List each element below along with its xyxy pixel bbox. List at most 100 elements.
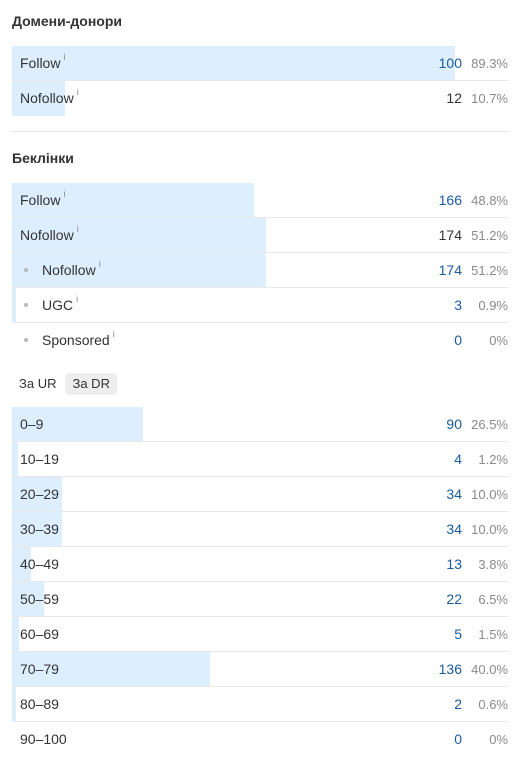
row-percent: 1.2%: [478, 452, 508, 467]
row-percent: 40.0%: [471, 662, 508, 677]
row-count-link[interactable]: 12: [446, 90, 462, 106]
row-label: Sponsored i: [42, 323, 115, 358]
row-label-text: 10–19: [20, 451, 59, 467]
row-count-link[interactable]: 34: [446, 486, 462, 502]
table-row[interactable]: 20–29 34 10.0%: [12, 477, 508, 512]
row-label: Nofollow i: [20, 81, 79, 116]
row-label-text: 80–89: [20, 696, 59, 712]
row-count-link[interactable]: 2: [454, 696, 462, 712]
row-percent: 10.7%: [471, 91, 508, 106]
row-count-link[interactable]: 5: [454, 626, 462, 642]
table-row[interactable]: 80–89 2 0.6%: [12, 687, 508, 722]
table-row[interactable]: Follow i 100 89.3%: [12, 46, 508, 81]
table-row[interactable]: 90–100 0 0%: [12, 722, 508, 757]
row-count-link[interactable]: 100: [438, 55, 462, 71]
row-label-text: 0–9: [20, 416, 44, 432]
referring-domains-title: Домени-донори: [12, 13, 122, 29]
table-row[interactable]: 0–9 90 26.5%: [12, 407, 508, 442]
table-row[interactable]: 70–79 136 40.0%: [12, 652, 508, 687]
rating-distribution-table: 0–9 90 26.5% 10–19 4 1.2% 20–29 34 10.0% 30–39 34 1…: [12, 407, 508, 757]
bullet-icon: [24, 303, 28, 307]
row-label-text: Follow: [20, 192, 61, 208]
table-row[interactable]: 40–49 13 3.8%: [12, 547, 508, 582]
row-label: Nofollow i: [42, 253, 101, 288]
row-count-link[interactable]: 174: [438, 227, 462, 243]
row-label-text: 20–29: [20, 486, 59, 502]
row-label-text: Sponsored: [42, 332, 110, 348]
share-bar: [12, 477, 62, 511]
row-label-text: 40–49: [20, 556, 59, 572]
info-icon[interactable]: i: [63, 189, 66, 199]
row-count-link[interactable]: 90: [446, 416, 462, 432]
tab-ur[interactable]: За UR: [19, 376, 57, 391]
info-icon[interactable]: i: [76, 224, 79, 234]
row-count-link[interactable]: 0: [454, 731, 462, 747]
row-label: 0–9: [20, 407, 43, 442]
row-percent: 10.0%: [471, 487, 508, 502]
row-count-link[interactable]: 22: [446, 591, 462, 607]
row-percent: 0%: [489, 333, 508, 348]
row-label: Follow i: [20, 183, 65, 218]
info-icon[interactable]: i: [63, 52, 66, 62]
backlinks-table: Follow i 166 48.8% Nofollow i 174 51.2% Nofollow…: [12, 183, 508, 358]
row-percent: 0%: [489, 732, 508, 747]
table-row[interactable]: Nofollow i 174 51.2%: [12, 253, 508, 288]
row-label-text: Nofollow: [42, 262, 96, 278]
tab-dr[interactable]: За DR: [65, 373, 117, 395]
share-bar: [12, 253, 266, 287]
row-label-text: 50–59: [20, 591, 59, 607]
backlinks-title: Беклінки: [12, 150, 74, 166]
row-count-link[interactable]: 0: [454, 332, 462, 348]
row-percent: 48.8%: [471, 193, 508, 208]
info-icon[interactable]: i: [112, 329, 115, 339]
row-label-text: 60–69: [20, 626, 59, 642]
table-row[interactable]: UGC i 3 0.9%: [12, 288, 508, 323]
share-bar: [12, 547, 31, 581]
row-count-link[interactable]: 166: [438, 192, 462, 208]
share-bar: [12, 183, 255, 217]
row-label: 70–79: [20, 652, 59, 687]
share-bar: [12, 582, 45, 616]
row-label: 90–100: [20, 722, 67, 757]
row-label: 40–49: [20, 547, 59, 582]
row-label: Follow i: [20, 46, 65, 81]
row-count-link[interactable]: 3: [454, 297, 462, 313]
row-label: UGC i: [42, 288, 78, 323]
row-label-text: 30–39: [20, 521, 59, 537]
share-bar: [12, 81, 66, 116]
share-bar: [12, 46, 455, 80]
row-count-link[interactable]: 34: [446, 521, 462, 537]
table-row[interactable]: 30–39 34 10.0%: [12, 512, 508, 547]
row-label: 60–69: [20, 617, 59, 652]
share-bar: [12, 687, 16, 721]
share-bar: [12, 617, 20, 651]
table-row[interactable]: Nofollow i 12 10.7%: [12, 81, 508, 116]
table-row[interactable]: Nofollow i 174 51.2%: [12, 218, 508, 253]
row-percent: 1.5%: [478, 627, 508, 642]
row-label: Nofollow i: [20, 218, 79, 253]
row-count-link[interactable]: 136: [438, 661, 462, 677]
row-percent: 3.8%: [478, 557, 508, 572]
info-icon[interactable]: i: [76, 294, 79, 304]
row-label-text: Nofollow: [20, 227, 74, 243]
share-bar: [12, 652, 211, 686]
table-row[interactable]: 60–69 5 1.5%: [12, 617, 508, 652]
row-percent: 26.5%: [471, 417, 508, 432]
row-label: 80–89: [20, 687, 59, 722]
row-percent: 51.2%: [471, 228, 508, 243]
row-label: 10–19: [20, 442, 59, 477]
row-count-link[interactable]: 13: [446, 556, 462, 572]
info-icon[interactable]: i: [76, 87, 79, 97]
info-icon[interactable]: i: [98, 259, 101, 269]
table-row[interactable]: 50–59 22 6.5%: [12, 582, 508, 617]
row-count-link[interactable]: 174: [438, 262, 462, 278]
bullet-icon: [24, 338, 28, 342]
table-row[interactable]: 10–19 4 1.2%: [12, 442, 508, 477]
referring-domains-table: Follow i 100 89.3% Nofollow i 12 10.7%: [12, 46, 508, 116]
row-count-link[interactable]: 4: [454, 451, 462, 467]
share-bar: [12, 512, 62, 546]
row-percent: 10.0%: [471, 522, 508, 537]
table-row[interactable]: Follow i 166 48.8%: [12, 183, 508, 218]
row-label-text: 90–100: [20, 731, 67, 747]
table-row[interactable]: Sponsored i 0 0%: [12, 323, 508, 358]
